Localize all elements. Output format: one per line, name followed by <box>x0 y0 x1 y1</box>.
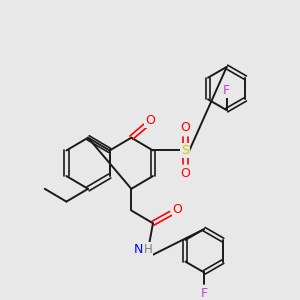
Text: F: F <box>223 84 230 97</box>
Text: O: O <box>181 122 190 134</box>
Text: O: O <box>172 203 182 216</box>
Text: S: S <box>182 144 189 157</box>
Text: F: F <box>200 286 208 300</box>
Text: N: N <box>134 243 143 256</box>
Text: H: H <box>144 243 152 256</box>
Text: O: O <box>145 115 155 128</box>
Text: O: O <box>181 167 190 180</box>
